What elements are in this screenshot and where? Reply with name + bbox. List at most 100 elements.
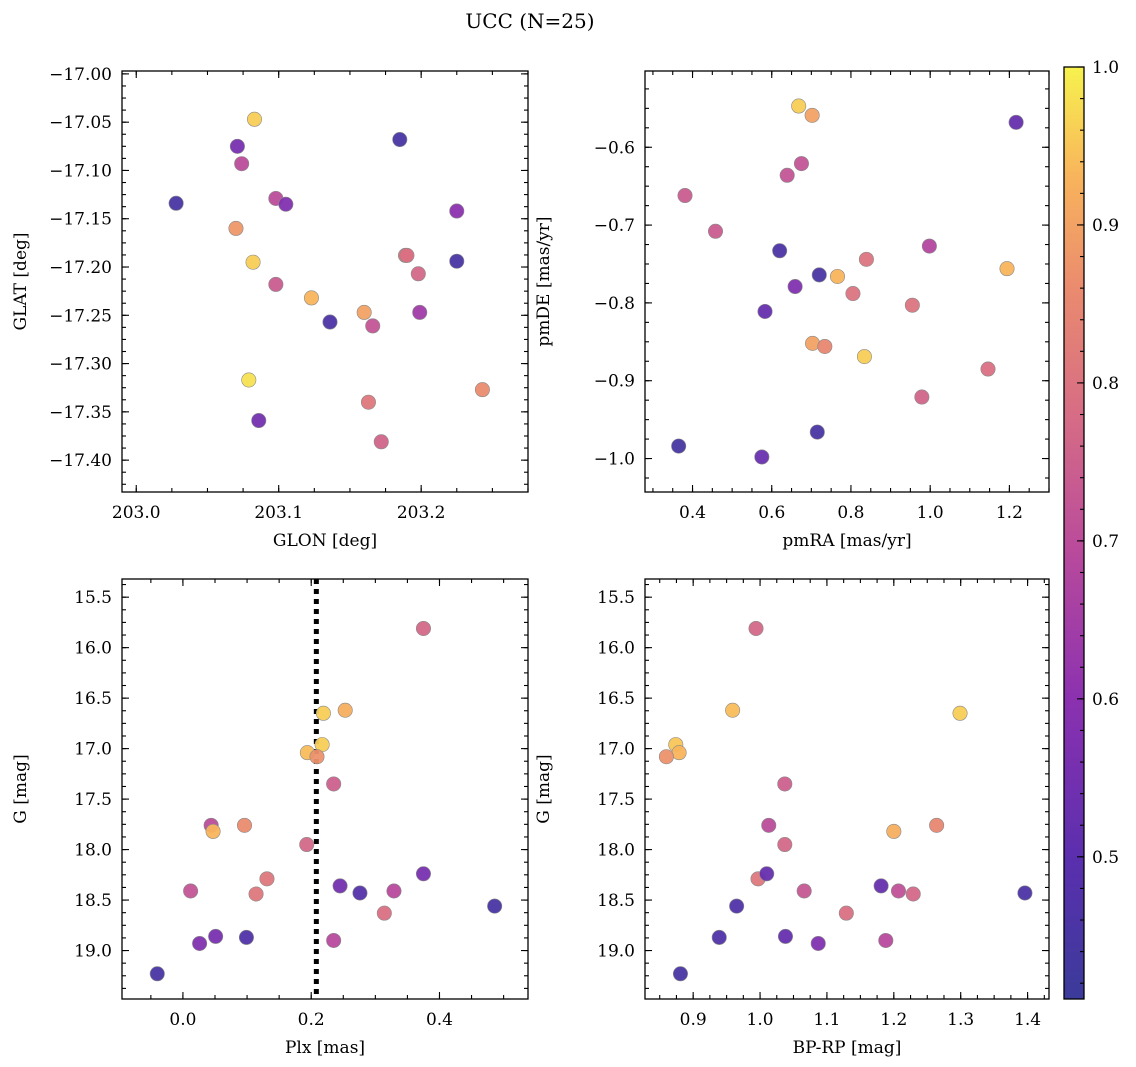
data-point (761, 817, 777, 833)
y-tick-label: 17.0 (74, 740, 112, 760)
data-point (238, 929, 254, 945)
y-tick-label: −17.10 (49, 161, 112, 181)
x-tick-label: 1.2 (880, 1010, 907, 1030)
data-point (878, 932, 894, 948)
data-point (671, 438, 687, 454)
data-point (929, 817, 945, 833)
plot-frame (121, 578, 529, 1000)
x-axis-label: GLON [deg] (273, 531, 377, 551)
plot-frame (644, 70, 1050, 493)
data-point (777, 928, 793, 944)
colorbar-tick-label: 0.8 (1092, 374, 1119, 394)
y-tick-label: −17.35 (49, 403, 112, 423)
plot-frame (121, 70, 529, 493)
data-point (729, 898, 745, 914)
colorbar-tick-label: 1.0 (1092, 58, 1119, 78)
data-point (921, 238, 937, 254)
y-tick-label: −17.40 (49, 451, 112, 471)
data-point (228, 220, 244, 236)
data-point (804, 107, 820, 123)
data-point (192, 935, 208, 951)
data-point (793, 156, 809, 172)
x-tick-label: 203.2 (397, 503, 446, 523)
y-axis-label: pmDE [mas/yr] (534, 216, 554, 346)
x-tick-label: 1.3 (947, 1010, 974, 1030)
y-tick-label: 18.5 (74, 891, 112, 911)
data-point (777, 837, 793, 853)
data-point (791, 98, 807, 114)
data-point (315, 705, 331, 721)
data-point (952, 705, 968, 721)
y-axis-label: GLAT [deg] (11, 232, 31, 330)
y-tick-label: 18.0 (597, 841, 635, 861)
data-point (415, 866, 431, 882)
data-point (809, 424, 825, 440)
data-point (1008, 114, 1024, 130)
data-point (386, 883, 402, 899)
y-tick-label: 18.0 (74, 841, 112, 861)
x-tick-label: 203.0 (112, 503, 161, 523)
data-point (229, 138, 245, 154)
data-point (748, 620, 764, 636)
y-tick-label: 16.5 (74, 689, 112, 709)
x-tick-label: 0.8 (837, 503, 864, 523)
x-tick-label: 1.0 (747, 1010, 774, 1030)
x-tick-label: 1.2 (996, 503, 1023, 523)
data-point (309, 749, 325, 765)
x-axis-label: Plx [mas] (285, 1038, 365, 1058)
data-point (856, 349, 872, 365)
x-axis-label: BP-RP [mag] (793, 1038, 902, 1058)
data-point (677, 188, 693, 204)
colorbar-gradient (1064, 67, 1084, 999)
data-point (914, 389, 930, 405)
x-tick-label: 0.2 (298, 1010, 325, 1030)
data-point (268, 276, 284, 292)
y-tick-label: −17.20 (49, 258, 112, 278)
data-point (754, 449, 770, 465)
data-point (759, 866, 775, 882)
panel-pmra-pmde: 0.4 0.6 0.8 1.0 1.2 −1.0 −0.9 −0.8 −0.7 −0.6 pmRA … (534, 70, 1050, 551)
data-point (299, 837, 315, 853)
plot-frame (644, 578, 1050, 1000)
colorbar-frame (1063, 66, 1085, 1000)
data-point (399, 247, 415, 263)
colorbar-tick-label: 0.6 (1092, 690, 1119, 710)
data-point (845, 286, 861, 302)
data-point (671, 745, 687, 761)
data-point (725, 702, 741, 718)
y-tick-label: 15.5 (597, 588, 635, 608)
data-point (183, 883, 199, 899)
data-point (415, 620, 431, 636)
x-tick-label: 1.0 (917, 503, 944, 523)
data-point (278, 196, 294, 212)
y-tick-label: −17.15 (49, 210, 112, 230)
data-point (237, 817, 253, 833)
data-point (360, 394, 376, 410)
data-point (248, 886, 264, 902)
data-point (205, 823, 221, 839)
data-point (474, 382, 490, 398)
data-point (412, 304, 428, 320)
y-tick-label: 16.0 (74, 639, 112, 659)
data-point (392, 132, 408, 148)
data-point (246, 111, 262, 127)
panel-bprp-g: 0.9 1.0 1.1 1.2 1.3 1.4 15.5 16.0 16.5 17.0 17.5 18… (534, 578, 1050, 1058)
x-tick-label: 0.6 (758, 503, 785, 523)
data-point (149, 966, 165, 982)
data-point (337, 702, 353, 718)
data-point (376, 905, 392, 921)
data-point (332, 878, 348, 894)
y-tick-label: −17.30 (49, 355, 112, 375)
y-tick-label: −1.0 (594, 450, 635, 470)
data-point (1017, 885, 1033, 901)
y-tick-label: 18.5 (597, 891, 635, 911)
data-point (303, 290, 319, 306)
y-tick-label: 16.5 (597, 689, 635, 709)
y-tick-label: −17.00 (49, 65, 112, 85)
x-tick-label: 0.4 (426, 1010, 453, 1030)
y-tick-label: 17.5 (597, 790, 635, 810)
data-point (905, 886, 921, 902)
data-point (234, 156, 250, 172)
y-tick-label: 15.5 (74, 588, 112, 608)
